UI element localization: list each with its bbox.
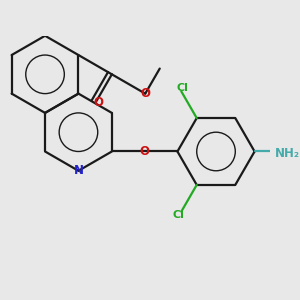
Text: N: N bbox=[74, 164, 83, 177]
Text: NH₂: NH₂ bbox=[274, 147, 299, 160]
Text: O: O bbox=[93, 96, 103, 109]
Text: O: O bbox=[140, 145, 150, 158]
Text: Cl: Cl bbox=[177, 83, 189, 93]
Text: O: O bbox=[140, 87, 150, 100]
Text: Cl: Cl bbox=[173, 210, 185, 220]
